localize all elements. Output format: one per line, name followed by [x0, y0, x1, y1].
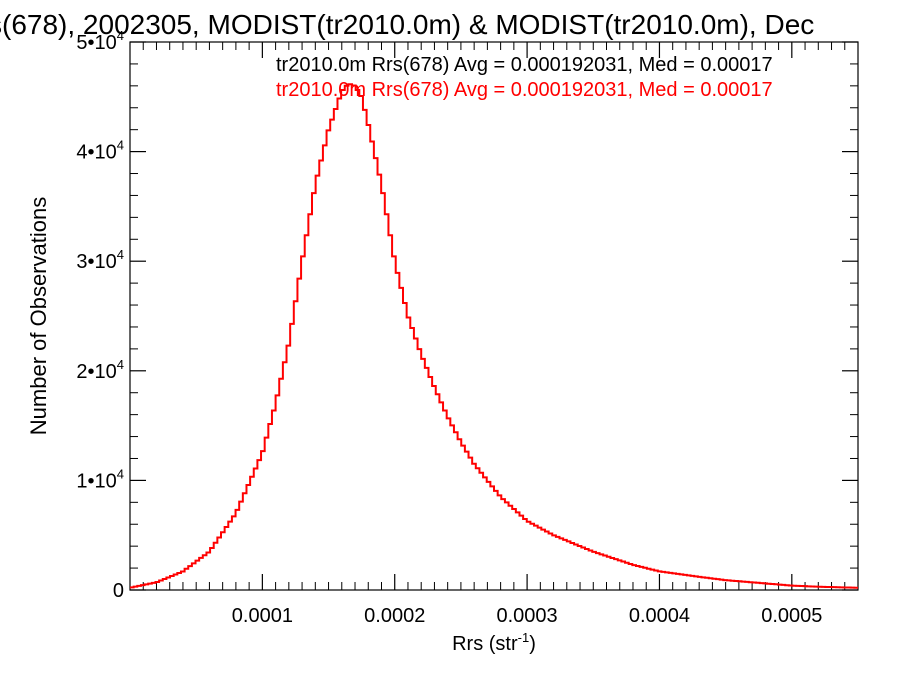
y-tick-label-exp: 4 [117, 466, 124, 481]
annotation-black: tr2010.0m Rrs(678) Avg = 0.000192031, Me… [276, 54, 773, 76]
x-tick-label: 0.0002 [364, 605, 425, 627]
x-tick-label: 0.0004 [629, 605, 690, 627]
y-tick-label: 4•104 [76, 138, 124, 164]
y-tick-label-base: 1•10 [76, 470, 116, 492]
y-tick-label: 5•104 [76, 28, 124, 54]
chart-title: s(678), 2002305, MODIST(tr2010.0m) & MOD… [0, 9, 814, 40]
y-tick-label-base: 2•10 [76, 361, 116, 383]
x-tick-label: 0.0003 [497, 605, 558, 627]
x-tick-label: 0.0005 [761, 605, 822, 627]
y-tick-label-base: 4•10 [76, 142, 116, 164]
y-tick-label-base: 0 [113, 580, 124, 602]
y-tick-label-base: 5•10 [76, 32, 116, 54]
y-tick-label: 1•104 [76, 466, 124, 492]
series-layer [130, 83, 858, 589]
y-tick-label-exp: 4 [117, 357, 124, 372]
y-tick-label: 0 [113, 580, 124, 602]
annotation-red: tr2010.0m Rrs(678) Avg = 0.000192031, Me… [276, 79, 773, 101]
y-axis-label: Number of Observations [26, 197, 51, 435]
x-axis: 0.0001 0.0002 0.0003 0.0004 0.0005 [142, 42, 846, 627]
x-axis-label-close: ) [529, 633, 536, 655]
y-tick-label-exp: 4 [117, 28, 124, 43]
y-tick-label-exp: 4 [117, 247, 124, 262]
y-tick-label: 2•104 [76, 357, 124, 383]
x-tick-label: 0.0001 [232, 605, 293, 627]
y-tick-label-base: 3•10 [76, 251, 116, 273]
plot-frame [129, 41, 859, 591]
x-axis-label-sup: -1 [518, 630, 530, 645]
x-axis-label-main: Rrs (str [452, 633, 518, 655]
histogram-series-line [130, 83, 858, 589]
x-axis-label: Rrs (str-1) [452, 630, 536, 655]
y-tick-label-exp: 4 [117, 138, 124, 153]
y-tick-label: 3•104 [76, 247, 124, 273]
